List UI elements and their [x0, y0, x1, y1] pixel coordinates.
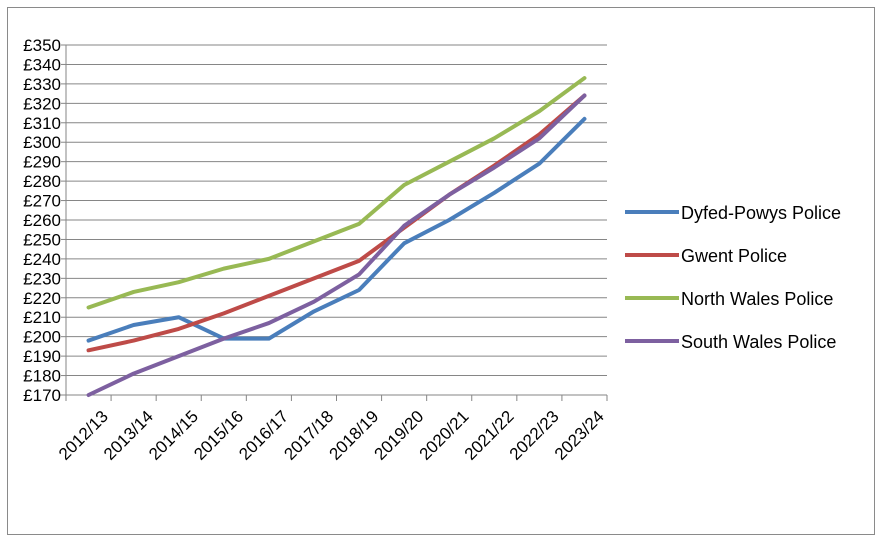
legend-label: Dyfed-Powys Police: [681, 203, 841, 223]
y-tick-label: £180: [23, 367, 61, 386]
y-tick-label: £330: [23, 75, 61, 94]
y-tick-label: £340: [23, 55, 61, 74]
x-tick-label: 2016/17: [235, 407, 292, 464]
x-tick-label: 2021/22: [461, 407, 518, 464]
series-line-gwent-police: [86, 93, 587, 353]
legend-label: South Wales Police: [681, 332, 836, 352]
y-tick-label: £260: [23, 211, 61, 230]
y-tick-label: £210: [23, 308, 61, 327]
x-tick-label: 2013/14: [100, 407, 157, 464]
x-tick-label: 2018/19: [325, 407, 382, 464]
y-tick-label: £250: [23, 230, 61, 249]
legend-label: Gwent Police: [681, 246, 787, 266]
x-tick-label: 2020/21: [416, 407, 473, 464]
series-line-dyfed-powys-police: [86, 116, 587, 343]
y-tick-label: £320: [23, 94, 61, 113]
y-tick-label: £190: [23, 347, 61, 366]
x-tick-label: 2022/23: [506, 407, 563, 464]
axes: [60, 44, 608, 401]
y-tick-label: £220: [23, 289, 61, 308]
y-tick-label: £350: [23, 36, 61, 55]
gridlines: [66, 44, 607, 377]
y-tick-label: £170: [23, 386, 61, 405]
x-tick-label: 2017/18: [280, 407, 337, 464]
y-tick-label: £300: [23, 133, 61, 152]
series-line-north-wales-police: [86, 76, 587, 310]
y-tick-label: £310: [23, 114, 61, 133]
legend: Dyfed-Powys Police Gwent Police North Wale…: [625, 203, 841, 352]
legend-label: North Wales Police: [681, 289, 833, 309]
series-line-south-wales-police: [86, 93, 587, 397]
x-tick-label: 2023/24: [551, 407, 608, 464]
x-tick-label: 2014/15: [145, 407, 202, 464]
y-tick-label: £200: [23, 328, 61, 347]
y-tick-label: £290: [23, 153, 61, 172]
x-axis-tick-labels: 2012/132013/142014/152015/162016/172017/…: [55, 407, 608, 464]
series-lines: [86, 76, 587, 397]
x-tick-label: 2012/13: [55, 407, 112, 464]
y-tick-label: £230: [23, 269, 61, 288]
chart-area: [7, 7, 875, 535]
y-tick-label: £280: [23, 172, 61, 191]
x-tick-label: 2015/16: [190, 407, 247, 464]
y-tick-label: £240: [23, 250, 61, 269]
y-tick-label: £270: [23, 192, 61, 211]
y-axis-tick-labels: £170£180£190£200£210£220£230£240£250£260…: [23, 36, 61, 405]
x-tick-label: 2019/20: [371, 407, 428, 464]
